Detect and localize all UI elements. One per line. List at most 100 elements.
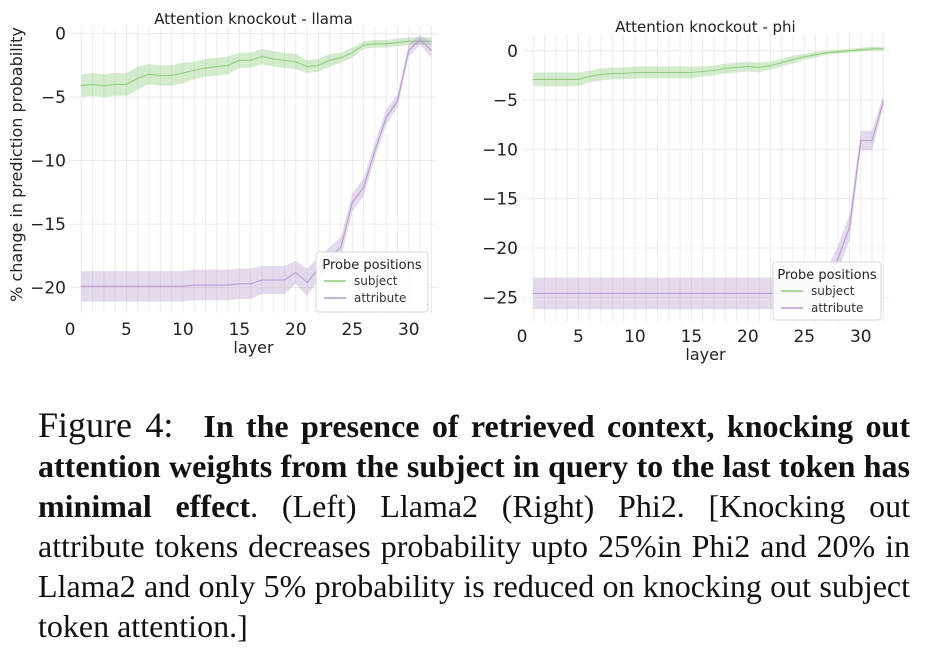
series-subject-point — [600, 73, 602, 76]
series-subject-point — [679, 71, 681, 74]
series-subject-point — [159, 74, 161, 77]
series-subject-point — [103, 85, 105, 87]
series-subject-point — [702, 70, 704, 73]
y-axis-label: % change in prediction probability — [7, 27, 26, 302]
x-tick-label: 15 — [229, 320, 251, 340]
x-tick-label: 0 — [517, 327, 528, 347]
series-attribute-point — [860, 139, 862, 142]
series-subject-point — [566, 78, 568, 80]
y-tick-label: 0 — [55, 25, 66, 45]
legend-frame — [315, 251, 429, 313]
series-attribute-point — [724, 292, 726, 294]
series-subject-point — [871, 48, 873, 50]
series-subject-point — [408, 40, 410, 42]
series-subject-point — [589, 75, 591, 78]
series-attribute-point — [396, 100, 399, 102]
legend-title: Probe positions — [322, 258, 421, 273]
series-attribute-point — [374, 149, 376, 152]
series-subject-point — [837, 51, 839, 53]
series-attribute-point — [419, 39, 421, 41]
series-subject-point — [747, 65, 749, 68]
series-attribute-point — [600, 292, 602, 294]
series-attribute-point — [193, 284, 195, 286]
series-attribute-point — [238, 283, 240, 285]
series-attribute-point — [204, 284, 207, 286]
series-attribute-point — [272, 279, 274, 281]
series-subject-point — [227, 64, 229, 66]
figure-charts: 0 5 10 15 20 25 30 0 −5 −10 −15 −20 Attention knocko… — [7, 10, 889, 364]
series-attribute-point — [171, 285, 173, 287]
y-tick-label: 0 — [507, 42, 518, 62]
series-attribute-point — [306, 281, 308, 284]
series-subject-point — [555, 78, 557, 80]
series-attribute-point — [589, 292, 591, 294]
series-attribute-point — [577, 292, 580, 294]
chart-title: Attention knockout - phi — [615, 18, 795, 36]
series-attribute-point — [656, 292, 659, 294]
series-subject-point — [216, 66, 218, 68]
caption-label: Figure 4: — [38, 405, 174, 445]
x-tick-label: 10 — [172, 320, 194, 340]
series-subject-point — [623, 72, 625, 75]
series-attribute-point — [363, 186, 365, 188]
series-subject-point — [645, 71, 647, 74]
series-attribute-point — [747, 292, 749, 294]
series-attribute-point — [182, 285, 184, 287]
series-subject-point — [137, 77, 139, 79]
series-attribute-point — [227, 284, 229, 286]
series-attribute-point — [216, 284, 218, 286]
series-attribute-point — [758, 292, 760, 294]
series-subject-point — [724, 67, 726, 70]
x-axis-label: layer — [685, 345, 726, 364]
y-tick-label: −15 — [30, 215, 66, 235]
series-subject-point — [577, 78, 580, 80]
series-subject-point — [148, 73, 150, 75]
series-subject-point — [363, 44, 365, 46]
series-attribute-point — [114, 285, 116, 287]
series-attribute-point — [125, 285, 128, 287]
series-subject-point — [80, 85, 82, 87]
x-tick-label: 0 — [65, 320, 76, 340]
x-axis-label: layer — [233, 338, 274, 357]
series-attribute-point — [623, 292, 625, 294]
series-attribute-point — [566, 292, 568, 294]
series-subject-point — [317, 64, 320, 66]
x-tick-label: 15 — [681, 327, 703, 347]
series-subject-point — [735, 66, 738, 69]
series-subject-point — [781, 62, 783, 64]
y-tick-label: −20 — [30, 279, 66, 299]
series-attribute-point — [634, 292, 636, 294]
series-attribute-point — [555, 292, 557, 294]
series-subject-point — [611, 72, 613, 75]
series-subject-point — [656, 71, 659, 74]
series-attribute-point — [611, 292, 613, 294]
series-subject-point — [543, 78, 546, 80]
series-attribute-point — [543, 292, 546, 294]
series-attribute-band — [533, 95, 884, 310]
legend-entry-subject: subject — [354, 274, 398, 288]
series-attribute-point — [295, 271, 297, 273]
series-attribute-point — [430, 49, 432, 51]
series-attribute-point — [882, 100, 884, 102]
series-subject-point — [860, 49, 862, 51]
y-tick-label: −20 — [482, 239, 518, 259]
series-attribute-point — [159, 285, 161, 287]
series-subject-point — [351, 52, 353, 54]
series-subject-point — [238, 59, 240, 61]
legend-frame — [772, 261, 882, 321]
legend-title: Probe positions — [777, 268, 876, 283]
series-subject-line — [533, 48, 884, 80]
series-subject-point — [272, 58, 274, 60]
y-tick-label: −10 — [482, 140, 518, 160]
series-attribute-point — [340, 246, 342, 248]
series-attribute-point — [713, 292, 715, 294]
x-tick-label: 5 — [573, 327, 584, 347]
series-attribute-point — [261, 279, 263, 281]
series-subject-point — [668, 71, 670, 74]
x-tick-label: 30 — [398, 320, 420, 340]
series-subject-point — [803, 56, 805, 58]
series-subject-point — [283, 59, 286, 61]
figure-caption: Figure 4: In the presence of retrieved co… — [38, 405, 910, 646]
